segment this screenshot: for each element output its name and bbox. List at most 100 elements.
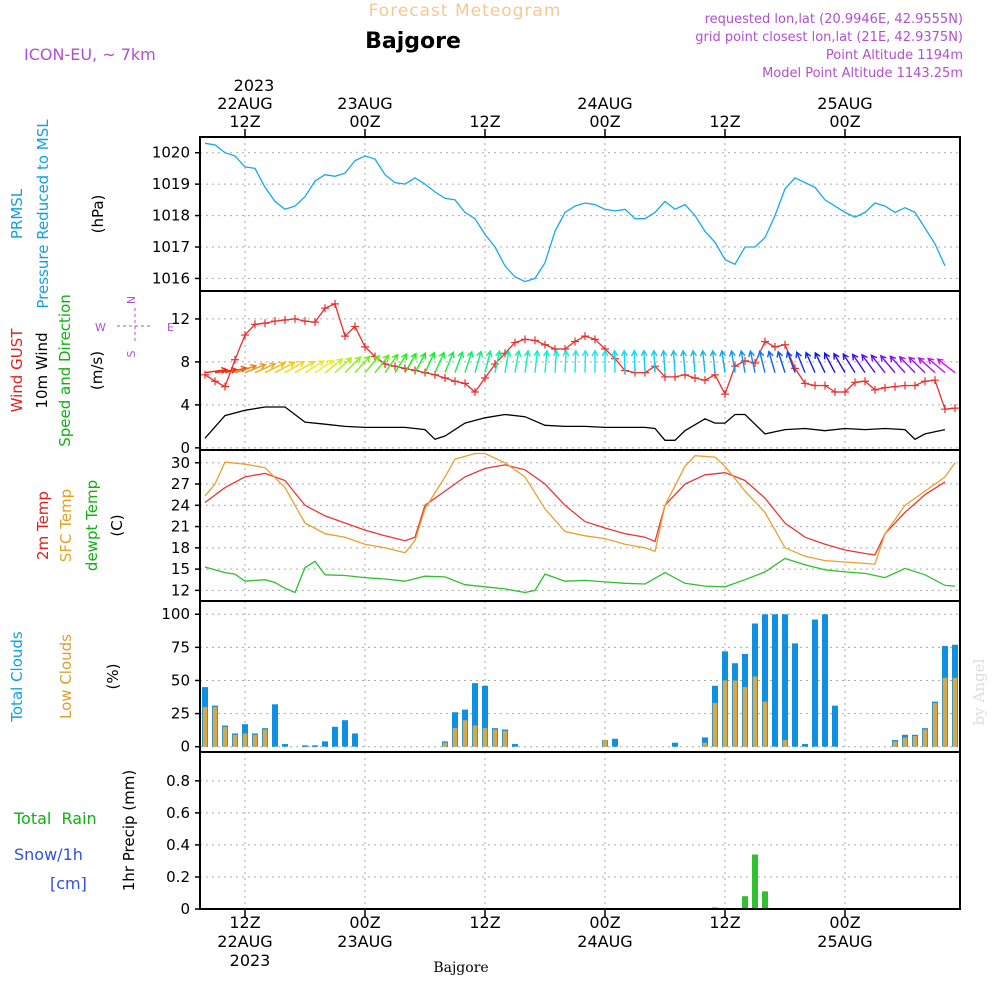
wind-direction-arrow <box>917 356 936 374</box>
gust-marker <box>581 332 589 341</box>
bottom-time-label: 00Z <box>349 913 380 932</box>
gust-marker <box>941 405 949 414</box>
wind-direction-arrow <box>823 351 836 373</box>
top-time-label: 22AUG <box>217 94 272 113</box>
gust-marker <box>261 319 269 328</box>
model-label: ICON-EU, ~ 7km <box>24 45 156 64</box>
gust-marker <box>451 377 459 386</box>
bottom-time-label: 23AUG <box>337 932 392 951</box>
bar-total-clouds <box>672 742 678 747</box>
y-tick-label: 1020 <box>152 144 190 162</box>
top-time-label: 12Z <box>709 112 740 131</box>
gust-marker <box>661 372 669 381</box>
bar-low-clouds <box>732 680 738 747</box>
gust-marker <box>271 317 279 326</box>
wind-direction-arrow <box>224 365 248 374</box>
wind-direction-arrow <box>861 353 876 374</box>
bar-low-clouds <box>932 702 938 747</box>
bar-low-clouds <box>482 728 488 747</box>
y-axis-label: (m/s) <box>88 351 106 390</box>
wind-direction-arrow <box>748 349 756 373</box>
gust-marker <box>591 335 599 344</box>
wind-direction-arrow <box>543 349 550 373</box>
bar-low-clouds <box>942 677 948 747</box>
gust-marker <box>771 342 779 351</box>
bar-total-clouds <box>342 720 348 747</box>
bar-total-clouds <box>782 614 788 747</box>
bar-low-clouds <box>712 702 718 747</box>
y-tick-label: 75 <box>171 638 190 656</box>
y-tick-label: 1019 <box>152 175 190 193</box>
y-tick-label: 1017 <box>152 238 190 256</box>
wind-direction-arrow <box>889 355 906 374</box>
bar-low-clouds <box>462 720 468 747</box>
wind-direction-arrow <box>728 349 736 373</box>
compass-south: S <box>125 350 138 357</box>
gust-marker <box>911 381 919 390</box>
wind-direction-arrow <box>244 363 267 374</box>
gust-marker <box>281 316 289 325</box>
gust-marker <box>211 377 219 386</box>
y-axis-label: Pressure Reduced to MSL <box>34 119 52 309</box>
y-tick-label: 0 <box>180 439 190 457</box>
y-tick-label: 30 <box>171 454 190 472</box>
wind-direction-arrow <box>709 349 717 373</box>
y-tick-label: 15 <box>171 560 190 578</box>
wind-direction-arrow <box>234 364 258 374</box>
panel-frame <box>199 600 961 753</box>
y-axis-label: 2m Temp <box>34 491 52 560</box>
wind-direction-arrow <box>434 351 446 373</box>
gust-marker <box>411 366 419 375</box>
bar-total-clouds <box>802 744 808 747</box>
top-time-label: 12Z <box>229 112 260 131</box>
panel-5: 0 0.2 0.4 0.6 0.8 Total Rain Snow/1h [cm] 1hr Pr… <box>13 751 961 918</box>
wind-direction-arrow <box>314 359 335 374</box>
bar-low-clouds <box>252 734 258 747</box>
wind-direction-arrow <box>294 360 316 374</box>
bar-low-clouds <box>472 725 478 747</box>
y-tick-label: 4 <box>180 396 190 414</box>
wind-direction-arrow <box>304 360 325 374</box>
gust-marker <box>841 387 849 396</box>
gust-marker <box>831 387 839 396</box>
y-tick-label: 0 <box>180 900 190 918</box>
bar-total-clouds <box>612 738 618 747</box>
wind-direction-arrow <box>533 349 541 373</box>
wind-direction-arrow <box>484 349 493 373</box>
bar-low-clouds <box>922 729 928 747</box>
gust-marker <box>691 374 699 383</box>
y-tick-label: 18 <box>171 539 190 557</box>
gust-marker <box>221 382 229 391</box>
gust-marker <box>671 372 679 381</box>
y-tick-label: 0 <box>180 738 190 756</box>
bar-low-clouds <box>952 677 958 747</box>
gust-marker <box>851 378 859 387</box>
plot-area <box>200 450 960 601</box>
gust-marker <box>461 379 469 388</box>
y-tick-label: 1016 <box>152 269 190 287</box>
bar-total-clouds <box>482 685 488 747</box>
bar-low-clouds <box>222 726 228 747</box>
snow-unit-label: [cm] <box>50 874 87 893</box>
gust-marker <box>251 320 259 329</box>
gust-marker <box>481 374 489 383</box>
wind-direction-arrow <box>879 354 896 374</box>
wind-direction-arrow <box>454 350 465 373</box>
footer-station: Bajgore <box>433 960 488 976</box>
bar-total-clouds <box>702 737 708 747</box>
y-tick-label: 100 <box>161 605 190 623</box>
gust-marker <box>441 374 449 383</box>
bar-low-clouds <box>242 733 248 747</box>
y-tick-label: 8 <box>180 353 190 371</box>
gust-marker <box>931 376 939 385</box>
gust-marker <box>571 337 579 346</box>
wind-direction-arrow <box>364 354 381 374</box>
bottom-time-label: 24AUG <box>577 932 632 951</box>
y-axis-label: SFC Temp <box>57 489 75 562</box>
wind-direction-arrow <box>394 352 408 374</box>
wind-direction-arrow <box>601 349 609 373</box>
bottom-time-label: 12Z <box>229 913 260 932</box>
gust-marker <box>311 318 319 327</box>
bar-total-clouds <box>332 726 338 747</box>
